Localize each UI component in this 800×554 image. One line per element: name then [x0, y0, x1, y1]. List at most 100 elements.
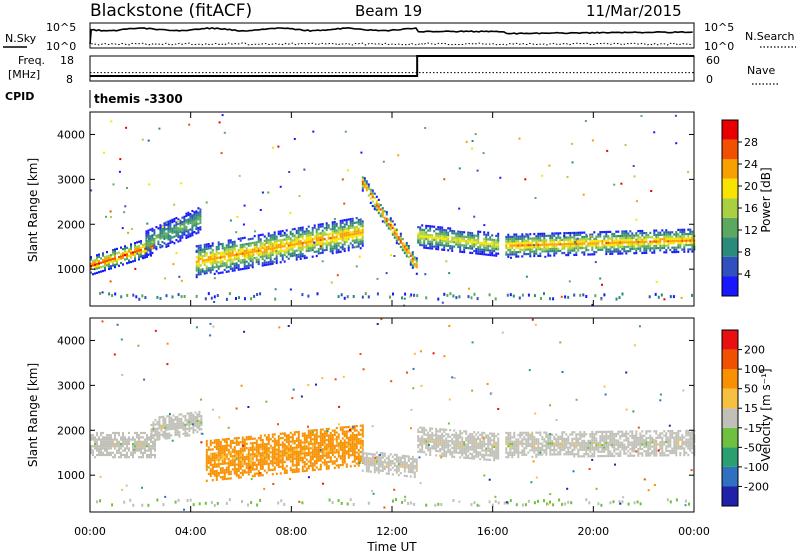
velocity-cell	[207, 466, 210, 469]
power-cell	[265, 246, 268, 249]
velocity-cell	[343, 435, 346, 438]
velocity-cell	[467, 448, 470, 451]
power-cell	[537, 246, 540, 249]
power-cell	[195, 262, 198, 265]
power-cell	[205, 269, 208, 272]
velocity-cell	[307, 449, 310, 452]
power-cell	[663, 244, 666, 247]
velocity-cell	[154, 442, 156, 446]
power-cell	[124, 247, 126, 250]
velocity-cell	[373, 457, 376, 461]
velocity-cell	[116, 438, 118, 441]
power-cell	[257, 249, 260, 252]
power-cell	[339, 235, 342, 238]
velocity-cell	[407, 464, 410, 467]
power-cell	[303, 239, 306, 242]
power-cell	[691, 237, 694, 240]
velocity-cell	[225, 471, 228, 474]
velocity-cell	[128, 436, 130, 439]
power-cell	[545, 245, 548, 248]
velocity-cell	[301, 461, 304, 464]
velocity-cell	[102, 440, 104, 443]
velocity-cell	[114, 442, 116, 446]
power-cell	[293, 238, 296, 242]
velocity-cell	[90, 436, 92, 439]
velocity-cell	[341, 426, 344, 429]
power-cell	[607, 237, 610, 240]
power-cell	[597, 246, 600, 249]
power-cell	[102, 254, 104, 257]
power-cell	[609, 241, 612, 244]
velocity-cell	[485, 449, 488, 452]
power-cell	[331, 245, 334, 248]
velocity-cell	[221, 447, 224, 450]
velocity-cell	[249, 442, 252, 445]
power-cell	[173, 203, 176, 206]
velocity-cell	[373, 453, 376, 456]
velocity-cell	[172, 425, 175, 428]
velocity-cell	[481, 447, 484, 450]
power-cell	[420, 241, 423, 244]
velocity-cell	[315, 448, 318, 451]
power-cell	[617, 239, 620, 242]
power-cell	[157, 227, 160, 230]
velocity-cell	[297, 437, 300, 440]
velocity-cell	[299, 446, 302, 449]
power-cell	[255, 258, 258, 261]
power-cell	[553, 252, 556, 255]
power-cell	[241, 259, 244, 262]
velocity-cell	[154, 434, 157, 437]
power-cell	[163, 229, 166, 232]
velocity-cell	[439, 448, 442, 451]
power-cell	[167, 229, 170, 232]
velocity-cell	[375, 451, 378, 454]
velocity-cell	[104, 438, 106, 441]
velocity-cell	[114, 453, 116, 457]
power-cell	[219, 254, 222, 257]
power-cell	[437, 232, 440, 235]
velocity-cell	[373, 462, 376, 465]
power-cell	[273, 246, 276, 249]
power-cell	[571, 242, 574, 246]
velocity-cell	[263, 456, 266, 459]
velocity-cell	[331, 442, 334, 445]
velocity-cell	[160, 433, 163, 436]
velocity-cell	[321, 461, 324, 464]
power-cell	[679, 246, 682, 249]
power-cell	[177, 236, 180, 239]
power-cell	[313, 237, 316, 240]
velocity-cell	[353, 427, 356, 430]
power-cell	[411, 260, 414, 263]
power-cell	[467, 247, 470, 250]
power-cell	[244, 249, 247, 252]
velocity-cell	[112, 445, 114, 448]
power-cell	[301, 235, 304, 238]
power-cell	[147, 231, 150, 234]
power-cell	[96, 258, 98, 261]
velocity-cell	[275, 455, 278, 458]
power-cell	[653, 238, 656, 241]
power-cell	[357, 243, 360, 246]
velocity-cell	[215, 463, 218, 466]
velocity-cell	[285, 451, 288, 455]
velocity-cell	[136, 431, 138, 435]
power-cell	[361, 233, 364, 236]
velocity-cell	[257, 450, 260, 453]
power-cell	[263, 253, 266, 256]
power-cell	[251, 259, 254, 262]
power-cell	[331, 221, 334, 224]
power-cell	[351, 235, 354, 238]
velocity-cell	[351, 432, 354, 435]
velocity-cell	[235, 450, 238, 453]
power-cell	[535, 237, 538, 240]
velocity-cell	[190, 422, 193, 426]
velocity-cell	[287, 438, 290, 441]
power-cell	[126, 246, 128, 249]
velocity-cell	[168, 423, 171, 426]
velocity-cell	[237, 436, 240, 440]
velocity-cell	[327, 456, 330, 459]
velocity-cell	[355, 455, 358, 458]
power-cell	[397, 238, 400, 241]
velocity-cell	[293, 455, 296, 458]
velocity-cell	[106, 451, 108, 454]
